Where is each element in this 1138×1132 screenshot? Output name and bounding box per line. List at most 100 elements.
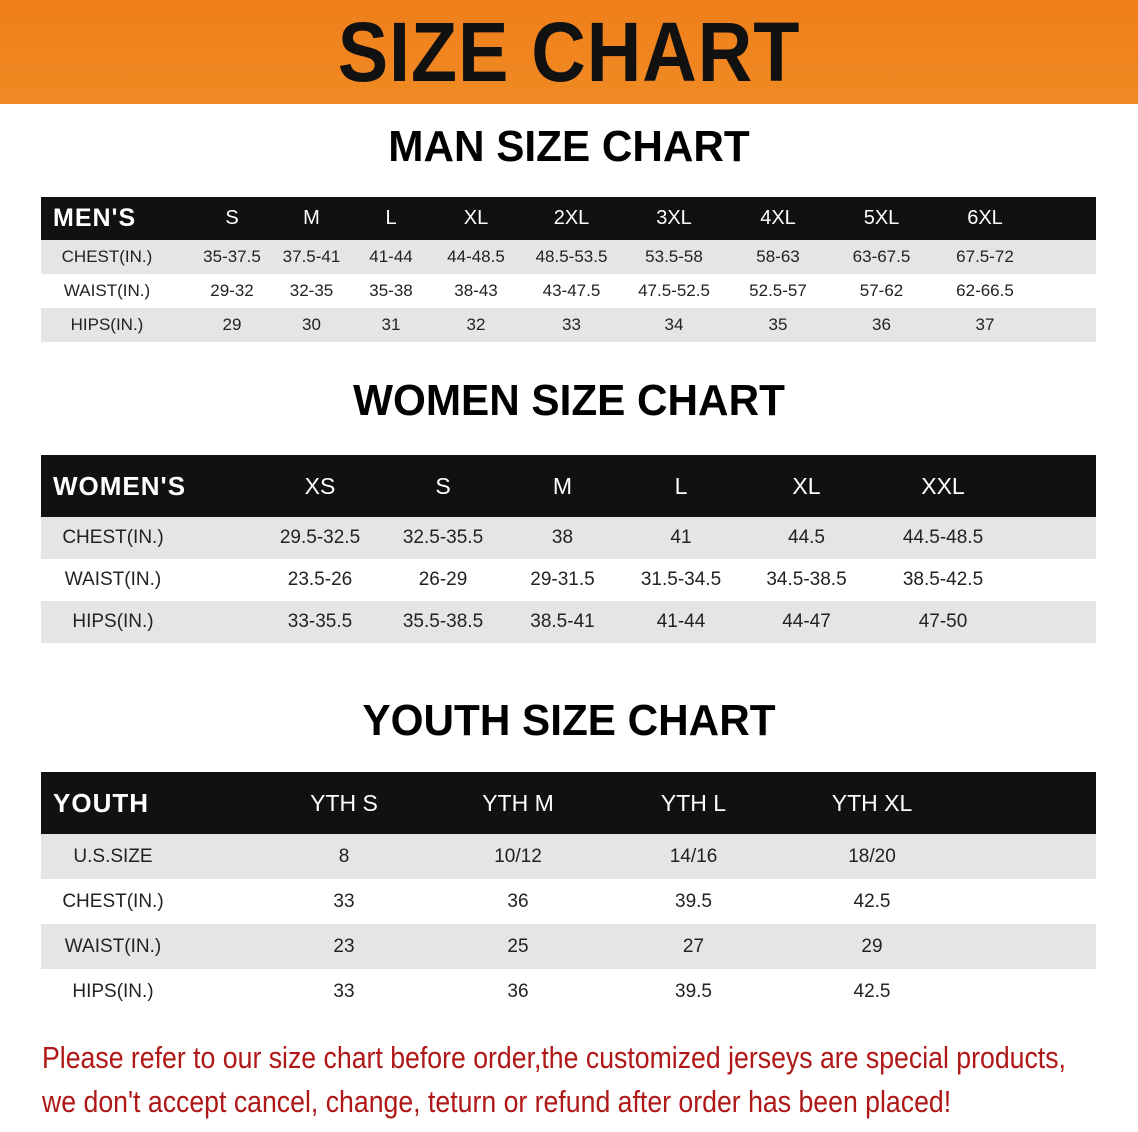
measurement-value: 25 [431, 924, 605, 969]
size-column-header: XXL [872, 455, 1014, 517]
youth-header-label: YOUTH [41, 772, 257, 834]
measurement-value: 32-35 [272, 274, 351, 308]
measurement-value: 38 [504, 517, 621, 559]
measurement-value: 31.5-34.5 [621, 559, 741, 601]
header-filler [1037, 197, 1096, 240]
table-row: U.S.SIZE 8 10/12 14/16 18/20 [41, 834, 1096, 879]
table-row: WAIST(IN.) 29-32 32-35 35-38 38-43 43-47.5 47.… [41, 274, 1096, 308]
measurement-label: CHEST(IN.) [41, 240, 192, 274]
measurement-value: 14/16 [605, 834, 782, 879]
table-row: CHEST(IN.) 33 36 39.5 42.5 [41, 879, 1096, 924]
measurement-label: CHEST(IN.) [41, 879, 257, 924]
measurement-value: 10/12 [431, 834, 605, 879]
size-column-header: YTH S [257, 772, 431, 834]
measurement-value: 32.5-35.5 [382, 517, 504, 559]
row-filler [962, 834, 1096, 879]
measurement-value: 29 [782, 924, 962, 969]
row-filler [962, 879, 1096, 924]
men-size-table: MEN'S S M L XL 2XL 3XL 4XL 5XL 6XL CHEST(IN.) 35-37… [41, 197, 1096, 342]
header-filler [962, 772, 1096, 834]
measurement-label: HIPS(IN.) [41, 969, 257, 1014]
men-section-title: MAN SIZE CHART [388, 122, 750, 171]
table-row: WAIST(IN.) 23 25 27 29 [41, 924, 1096, 969]
size-chart-banner: SIZE CHART [0, 0, 1138, 104]
measurement-value: 38.5-41 [504, 601, 621, 643]
note-line-1: Please refer to our size chart before or… [42, 1040, 1066, 1075]
size-column-header: 5XL [830, 197, 933, 240]
measurement-value: 41-44 [621, 601, 741, 643]
size-column-header: 6XL [933, 197, 1037, 240]
measurement-label: WAIST(IN.) [41, 274, 192, 308]
measurement-value: 34.5-38.5 [741, 559, 872, 601]
size-column-header: S [382, 455, 504, 517]
measurement-value: 47.5-52.5 [622, 274, 726, 308]
measurement-value: 31 [351, 308, 431, 342]
measurement-value: 41 [621, 517, 741, 559]
measurement-value: 38-43 [431, 274, 521, 308]
row-filler [962, 969, 1096, 1014]
measurement-value: 37 [933, 308, 1037, 342]
measurement-value: 36 [431, 879, 605, 924]
measurement-value: 39.5 [605, 879, 782, 924]
note-line-2: we don't accept cancel, change, teturn o… [42, 1084, 952, 1119]
measurement-value: 44-48.5 [431, 240, 521, 274]
measurement-value: 36 [431, 969, 605, 1014]
measurement-value: 62-66.5 [933, 274, 1037, 308]
banner-title: SIZE CHART [337, 5, 801, 99]
size-column-header: XL [431, 197, 521, 240]
measurement-label: HIPS(IN.) [41, 308, 192, 342]
measurement-value: 35.5-38.5 [382, 601, 504, 643]
table-row: CHEST(IN.) 35-37.5 37.5-41 41-44 44-48.5 48.5… [41, 240, 1096, 274]
women-header-row: WOMEN'S XS S M L XL XXL [41, 455, 1096, 517]
table-row: WAIST(IN.) 23.5-26 26-29 29-31.5 31.5-34.5 34… [41, 559, 1096, 601]
row-filler [1014, 517, 1096, 559]
men-header-row: MEN'S S M L XL 2XL 3XL 4XL 5XL 6XL [41, 197, 1096, 240]
men-header-label: MEN'S [41, 197, 192, 240]
size-column-header: L [351, 197, 431, 240]
measurement-value: 33 [257, 879, 431, 924]
row-filler [1014, 559, 1096, 601]
size-column-header: L [621, 455, 741, 517]
youth-size-table: YOUTH YTH S YTH M YTH L YTH XL U.S.SIZE 8 10/12… [41, 772, 1096, 1014]
measurement-value: 39.5 [605, 969, 782, 1014]
measurement-value: 29-32 [192, 274, 272, 308]
measurement-value: 18/20 [782, 834, 962, 879]
size-column-header: YTH L [605, 772, 782, 834]
size-column-header: 3XL [622, 197, 726, 240]
measurement-value: 52.5-57 [726, 274, 830, 308]
measurement-value: 32 [431, 308, 521, 342]
measurement-value: 33 [521, 308, 622, 342]
size-column-header: XL [741, 455, 872, 517]
measurement-label: U.S.SIZE [41, 834, 257, 879]
measurement-value: 26-29 [382, 559, 504, 601]
measurement-value: 35 [726, 308, 830, 342]
measurement-value: 67.5-72 [933, 240, 1037, 274]
order-policy-note: Please refer to our size chart before or… [42, 1036, 1066, 1124]
table-row: HIPS(IN.) 33-35.5 35.5-38.5 38.5-41 41-44 44-… [41, 601, 1096, 643]
size-column-header: XS [258, 455, 382, 517]
measurement-label: CHEST(IN.) [41, 517, 258, 559]
size-column-header: 2XL [521, 197, 622, 240]
row-filler [1014, 601, 1096, 643]
row-filler [962, 924, 1096, 969]
measurement-value: 41-44 [351, 240, 431, 274]
measurement-value: 30 [272, 308, 351, 342]
measurement-value: 44.5 [741, 517, 872, 559]
measurement-value: 37.5-41 [272, 240, 351, 274]
size-column-header: M [504, 455, 621, 517]
measurement-value: 35-37.5 [192, 240, 272, 274]
measurement-value: 63-67.5 [830, 240, 933, 274]
header-filler [1014, 455, 1096, 517]
size-column-header: YTH M [431, 772, 605, 834]
size-column-header: YTH XL [782, 772, 962, 834]
youth-section-title: YOUTH SIZE CHART [362, 696, 776, 745]
measurement-value: 33-35.5 [258, 601, 382, 643]
measurement-value: 33 [257, 969, 431, 1014]
measurement-value: 29-31.5 [504, 559, 621, 601]
row-filler [1037, 308, 1096, 342]
measurement-value: 8 [257, 834, 431, 879]
measurement-value: 27 [605, 924, 782, 969]
measurement-value: 38.5-42.5 [872, 559, 1014, 601]
measurement-label: WAIST(IN.) [41, 559, 258, 601]
table-row: HIPS(IN.) 33 36 39.5 42.5 [41, 969, 1096, 1014]
